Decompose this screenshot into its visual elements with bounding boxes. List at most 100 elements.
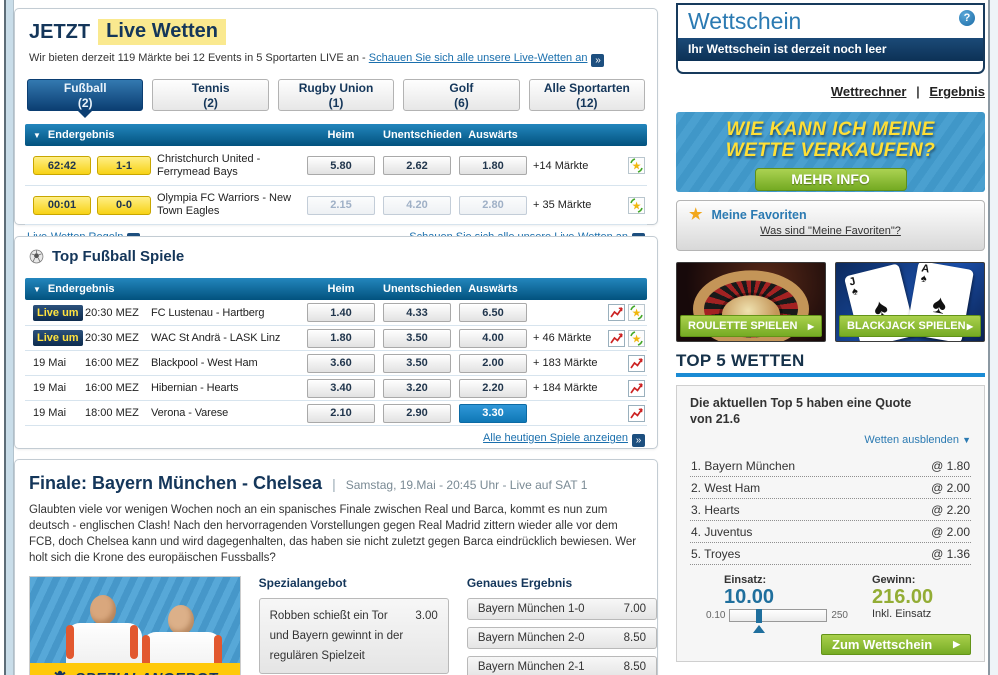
odds-away[interactable]: 2.80 — [459, 195, 527, 215]
results-link[interactable]: Ergebnis — [929, 84, 985, 99]
odds-history-chart-icon[interactable] — [608, 304, 625, 321]
favorites-help-link[interactable]: Was sind "Meine Favoriten"? — [760, 225, 901, 237]
page-right-strip — [990, 0, 998, 675]
favorite-star-icon[interactable]: ★ — [628, 196, 645, 214]
collapse-triangle-icon[interactable]: ▼ — [33, 130, 41, 140]
exact-score-odds: 8.50 — [623, 632, 647, 644]
market-group-label: Endergebnis — [47, 283, 115, 295]
exact-score-bet[interactable]: Bayern München 2-0 8.50 — [466, 627, 658, 649]
more-markets-link[interactable]: +14 Märkte — [533, 159, 589, 172]
odds-draw[interactable]: 2.90 — [383, 403, 451, 423]
bet-calculator-link[interactable]: Wettrechner — [830, 84, 907, 99]
top5-item[interactable]: 2. West Ham @ 2.00 — [690, 477, 971, 499]
odds-away-selected[interactable]: 3.30 — [459, 403, 527, 423]
odds-away[interactable]: 2.00 — [459, 353, 527, 373]
more-info-button[interactable]: MEHR INFO — [754, 168, 907, 191]
separator: | — [332, 476, 336, 492]
top5-list: 1. Bayern München @ 1.80 2. West Ham @ 2… — [690, 455, 971, 565]
favorite-star-icon[interactable]: ★ — [628, 304, 645, 321]
play-roulette-button[interactable]: ROULETTE SPIELEN ▶ — [680, 315, 822, 337]
more-markets-link[interactable]: + 35 Märkte — [533, 199, 592, 211]
stake-slider-handle[interactable] — [756, 609, 763, 623]
odds-history-chart-icon[interactable] — [628, 404, 645, 422]
odds-home[interactable]: 3.60 — [307, 353, 375, 373]
svg-text:★: ★ — [632, 161, 642, 173]
play-blackjack-button[interactable]: BLACKJACK SPIELEN ▶ — [839, 315, 981, 337]
odds-draw[interactable]: 3.50 — [383, 328, 451, 348]
stake-value: 10.00 — [724, 586, 775, 608]
top5-item[interactable]: 3. Hearts @ 2.20 — [690, 499, 971, 521]
top5-item[interactable]: 4. Juventus @ 2.00 — [690, 521, 971, 543]
tab-fussball[interactable]: Fußball (2) — [27, 79, 144, 118]
odds-away[interactable]: 2.20 — [459, 378, 527, 398]
game-time: 16:00 MEZ — [85, 357, 139, 369]
more-markets-link[interactable]: + 46 Märkte — [533, 332, 592, 344]
live-title-prefix: JETZT — [29, 20, 91, 43]
stake-slider[interactable] — [729, 609, 828, 633]
player-illustration — [58, 595, 148, 675]
tab-alle-sportarten[interactable]: Alle Sportarten (12) — [528, 79, 646, 111]
separator: | — [916, 84, 920, 99]
more-markets-link[interactable]: + 184 Märkte — [533, 382, 598, 394]
odds-draw[interactable]: 3.20 — [383, 378, 451, 398]
special-offer-image[interactable]: SPEZIALANGEBOT — [29, 576, 241, 675]
odds-home[interactable]: 1.80 — [307, 328, 375, 348]
all-todays-games-link[interactable]: Alle heutigen Spiele anzeigen — [483, 432, 628, 444]
tab-golf[interactable]: Golf (6) — [403, 79, 520, 111]
tab-tennis[interactable]: Tennis (2) — [152, 79, 269, 111]
top5-item-odds: @ 2.00 — [931, 525, 970, 539]
odds-history-chart-icon[interactable] — [608, 329, 625, 347]
top5-item-label: 1. Bayern München — [691, 459, 796, 473]
odds-away[interactable]: 6.50 — [459, 303, 527, 322]
finale-article-panel: Finale: Bayern München - Chelsea | Samst… — [14, 459, 658, 675]
live-match-row: 62:42 1-1 Christchurch United - Ferrymea… — [25, 146, 647, 185]
odds-home[interactable]: 3.40 — [307, 378, 375, 398]
game-teams: Hibernian - Hearts — [151, 382, 239, 394]
more-arrow-icon[interactable]: » — [591, 54, 605, 67]
help-icon[interactable]: ? — [959, 10, 975, 26]
slider-max-label: 250 — [831, 610, 848, 621]
market-group-label: Endergebnis — [47, 129, 115, 141]
column-header-home: Heim — [327, 129, 355, 141]
top5-item-odds: @ 2.00 — [931, 481, 970, 495]
odds-history-chart-icon[interactable] — [628, 379, 645, 397]
roulette-promo-tile[interactable]: ROULETTE SPIELEN ▶ — [676, 262, 826, 342]
odds-home[interactable]: 2.15 — [307, 195, 375, 215]
collapse-triangle-icon[interactable]: ▼ — [33, 284, 41, 294]
blackjack-promo-tile[interactable]: J ♠ ♠ A ♠ ♠ BLACKJACK SPIELEN ▶ — [835, 262, 985, 342]
odds-draw[interactable]: 2.62 — [383, 156, 451, 175]
all-live-bets-link[interactable]: Schauen Sie sich alle unsere Live-Wetten… — [368, 52, 588, 64]
more-arrow-icon[interactable]: » — [632, 434, 645, 447]
odds-draw[interactable]: 3.50 — [383, 353, 451, 373]
top5-item[interactable]: 5. Troyes @ 1.36 — [690, 543, 971, 565]
finale-heading: Finale: Bayern München - Chelsea | Samst… — [29, 473, 643, 494]
win-value: 216.00 — [872, 586, 934, 608]
favorite-star-icon[interactable]: ★ — [628, 157, 645, 174]
odds-home[interactable]: 1.40 — [307, 303, 375, 322]
game-row: 19 Mai 16:00 MEZ Hibernian - Hearts 3.40… — [25, 375, 647, 400]
to-betslip-button[interactable]: Zum Wettschein ▶ — [821, 634, 971, 655]
exact-score-bet[interactable]: Bayern München 1-0 7.00 — [466, 598, 658, 620]
column-header-draw: Unentschieden — [383, 129, 462, 141]
odds-home[interactable]: 5.80 — [307, 156, 375, 175]
favorite-star-icon[interactable]: ★ — [628, 329, 645, 347]
odds-draw[interactable]: 4.33 — [383, 303, 451, 322]
special-offer-bet[interactable]: Robben schießt ein Tor 3.00 und Bayern g… — [258, 598, 449, 674]
odds-draw[interactable]: 4.20 — [383, 195, 451, 215]
slider-pointer-icon — [753, 625, 766, 633]
tab-label: Golf — [449, 81, 474, 95]
odds-home[interactable]: 2.10 — [307, 403, 375, 423]
game-time: 20:30 MEZ — [85, 332, 139, 344]
hide-bets-link[interactable]: Wetten ausblenden ▼ — [864, 434, 971, 446]
sell-bet-banner[interactable]: WIE KANN ICH MEINE WETTE VERKAUFEN? MEHR… — [676, 112, 985, 192]
odds-away[interactable]: 4.00 — [459, 328, 527, 348]
live-table-header: ▼ Endergebnis Heim Unentschieden Auswärt… — [25, 124, 647, 146]
top5-item[interactable]: 1. Bayern München @ 1.80 — [690, 455, 971, 477]
special-offer-line2: und Bayern gewinnt in der — [269, 630, 404, 642]
tab-rugby-union[interactable]: Rugby Union (1) — [277, 79, 395, 111]
odds-history-chart-icon[interactable] — [628, 354, 645, 372]
exact-score-bet[interactable]: Bayern München 2-1 8.50 — [466, 656, 658, 675]
odds-away[interactable]: 1.80 — [459, 156, 527, 175]
more-markets-link[interactable]: + 183 Märkte — [533, 357, 598, 369]
